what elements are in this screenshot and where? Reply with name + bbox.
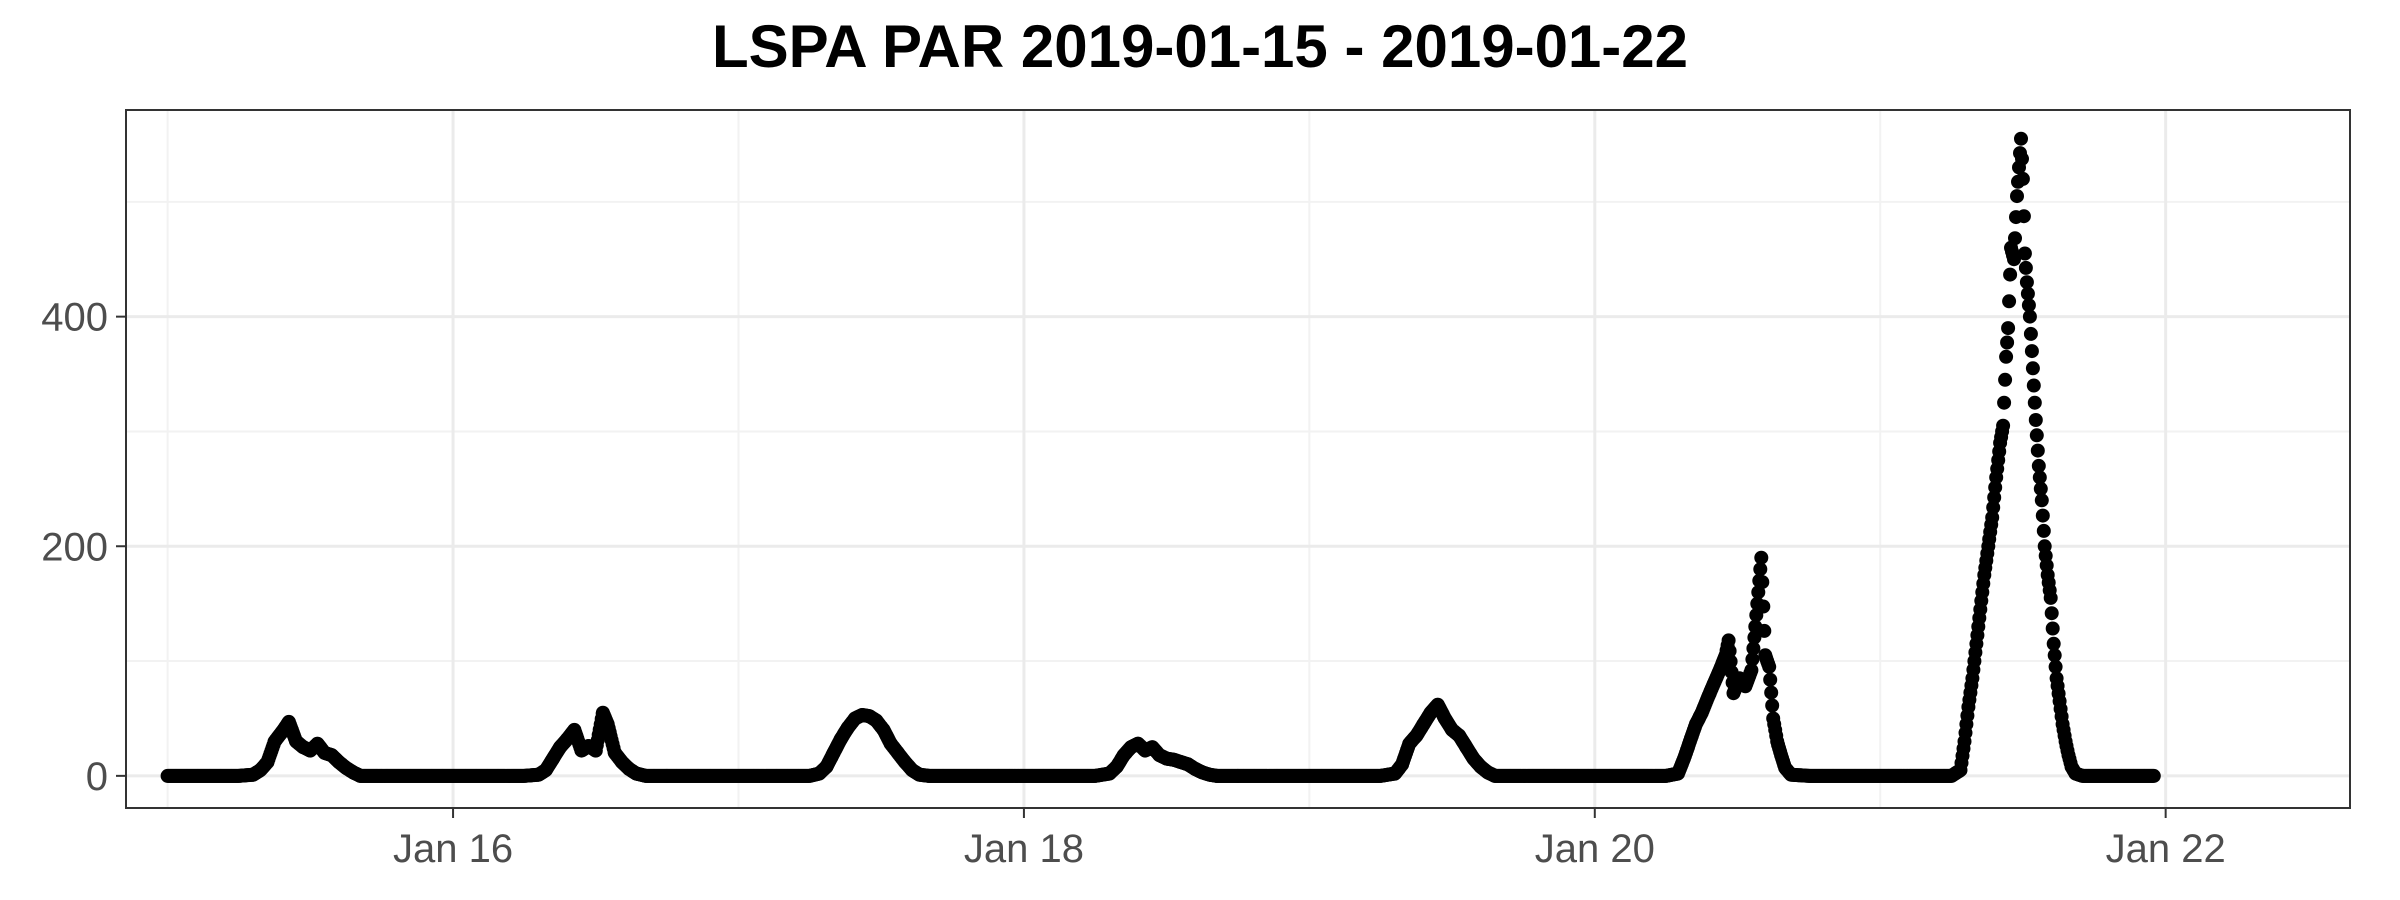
plot-background [126, 110, 2350, 808]
data-point [2032, 470, 2047, 485]
data-point [1999, 349, 2014, 364]
x-tick-label: Jan 18 [964, 827, 1084, 871]
x-tick-label: Jan 16 [393, 827, 513, 871]
data-points [160, 131, 2161, 783]
data-point [2028, 413, 2043, 427]
data-point [2030, 443, 2045, 458]
data-point [1998, 372, 2013, 387]
data-point [2027, 395, 2042, 410]
data-point [2007, 252, 2021, 267]
data-point [2003, 267, 2018, 282]
data-point [2021, 298, 2036, 313]
data-point [2001, 321, 2016, 336]
data-point [2033, 481, 2048, 496]
data-point [2026, 378, 2041, 393]
y-tick-label: 200 [41, 525, 108, 569]
data-point [2002, 294, 2017, 309]
data-point [2022, 309, 2037, 324]
plot-border [125, 109, 2351, 809]
data-point [2015, 171, 2030, 186]
data-point [2023, 326, 2038, 341]
data-point [1744, 663, 1759, 678]
data-point [1723, 654, 1738, 669]
data-point [1722, 644, 1737, 658]
data-point [1764, 685, 1779, 700]
data-point [2031, 458, 2046, 473]
data-point [2035, 508, 2050, 523]
data-point [2045, 621, 2060, 636]
data-point [1757, 623, 1772, 638]
data-point [2034, 493, 2049, 508]
data-point [2024, 344, 2039, 359]
data-point [2020, 286, 2035, 301]
data-point [2008, 231, 2022, 246]
data-point [2048, 659, 2063, 674]
data-point [2000, 335, 2015, 350]
data-point [1756, 599, 1771, 614]
data-point [2025, 361, 2040, 376]
data-point [2018, 260, 2033, 275]
data-point [2044, 606, 2059, 621]
data-point [2019, 275, 2034, 290]
data-point [1763, 672, 1778, 687]
data-point [2047, 648, 2062, 663]
data-point [2014, 131, 2028, 146]
x-tick-label: Jan 22 [2106, 827, 2226, 871]
y-tick-label: 0 [86, 755, 108, 799]
axes: Jan 16 Jan 18 Jan 20 Jan 22 0 200 400 [41, 296, 2225, 871]
data-point [1762, 659, 1777, 674]
data-point [2146, 768, 2161, 783]
data-point [2036, 523, 2051, 538]
data-point [2016, 209, 2031, 224]
data-point [1753, 562, 1768, 577]
data-point [1996, 418, 2011, 433]
data-point [1997, 395, 2012, 410]
data-point [2010, 189, 2024, 204]
data-point [2017, 246, 2032, 261]
data-point [1745, 652, 1760, 667]
data-point [2015, 151, 2029, 166]
data-point [2046, 636, 2061, 651]
data-point [2043, 590, 2058, 605]
data-point [1754, 550, 1769, 565]
data-point [1746, 641, 1761, 656]
data-point [1755, 575, 1770, 590]
data-point [1747, 630, 1762, 645]
data-point [1765, 698, 1780, 713]
chart-title: LSPA PAR 2019-01-15 - 2019-01-22 [711, 13, 1689, 80]
data-point [1987, 490, 2002, 505]
data-point [1721, 633, 1736, 648]
data-point [2029, 428, 2044, 443]
y-tick-label: 400 [41, 296, 108, 340]
x-tick-label: Jan 20 [1535, 827, 1655, 871]
